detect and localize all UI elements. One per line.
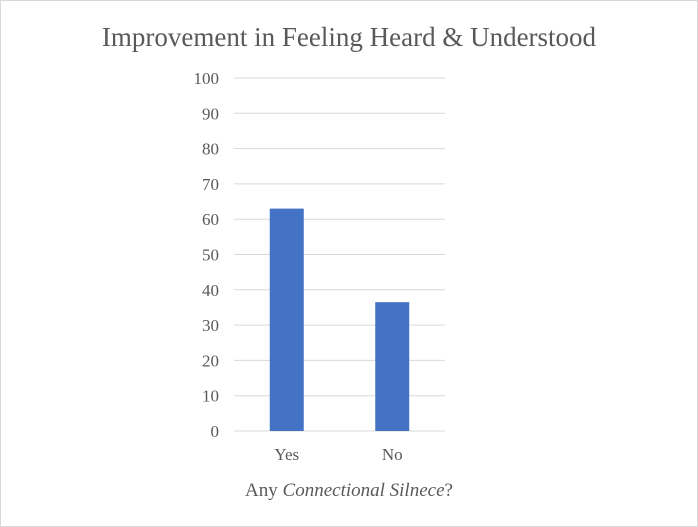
chart-title: Improvement in Feeling Heard & Understoo… — [101, 22, 597, 52]
y-tick-label-90: 90 — [202, 104, 219, 123]
y-tick-label-40: 40 — [202, 281, 219, 300]
y-tick-label-60: 60 — [202, 210, 219, 229]
y-tick-label-70: 70 — [202, 175, 219, 194]
y-tick-label-50: 50 — [202, 246, 219, 265]
y-tick-label-30: 30 — [202, 316, 219, 335]
x-axis-label-suffix: ? — [444, 480, 453, 501]
x-tick-label-yes: Yes — [274, 445, 299, 464]
y-tick-label-20: 20 — [202, 351, 219, 370]
bar-yes — [269, 208, 304, 431]
x-axis-label-emphasis: Connectional Silnece — [282, 480, 445, 501]
y-tick-label-100: 100 — [194, 69, 220, 88]
y-tick-label-0: 0 — [211, 422, 220, 441]
y-tick-label-80: 80 — [202, 140, 219, 159]
x-axis-label: Any Connectional Silnece? — [0, 480, 698, 502]
x-tick-label-no: No — [382, 445, 403, 464]
bar-no — [375, 302, 410, 431]
y-tick-label-10: 10 — [202, 387, 219, 406]
x-axis-label-prefix: Any — [245, 480, 283, 501]
